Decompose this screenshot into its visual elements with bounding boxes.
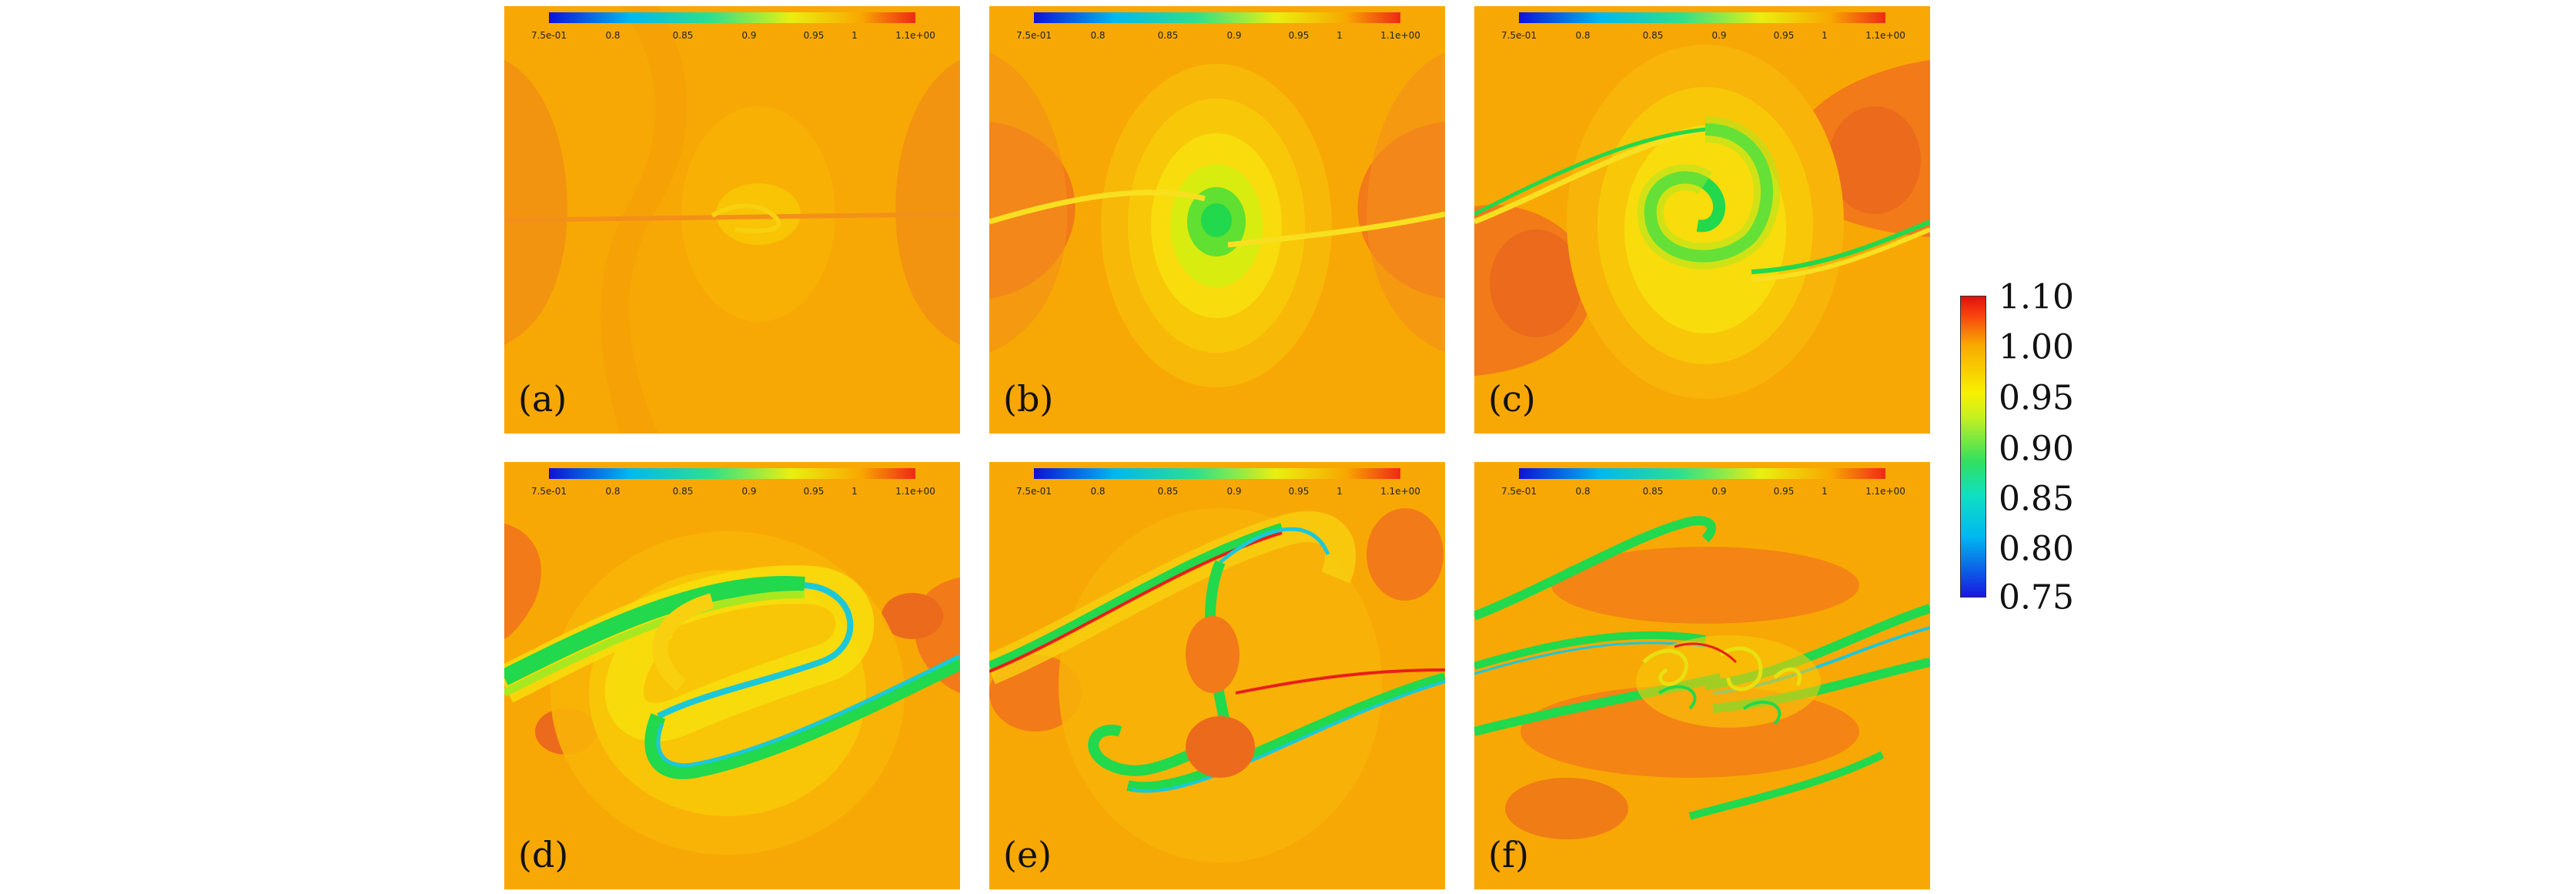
panel-c: 7.5e-01 0.8 0.85 0.9 0.95 1 1.1e+00 (c): [1474, 6, 1930, 434]
tick-label: 0.85: [672, 486, 694, 497]
panel-b: 7.5e-01 0.8 0.85 0.9 0.95 1 1.1e+00 (b): [989, 6, 1445, 434]
tick-label: 7.5e-01: [530, 486, 567, 497]
panel-a: 7.5e-01 0.8 0.85 0.9 0.95 1 1.1e+00 (a): [504, 6, 960, 434]
tick-label: 0.9: [1226, 486, 1242, 497]
tick-label: 1.1e+00: [1865, 486, 1905, 497]
colorbar-tick-label: 0.85: [1999, 479, 2074, 519]
panel-f: 7.5e-01 0.8 0.85 0.9 0.95 1 1.1e+00 (f): [1474, 462, 1930, 889]
panel-d: 7.5e-01 0.8 0.85 0.9 0.95 1 1.1e+00 (d): [504, 462, 960, 889]
tick-label: 0.95: [1773, 486, 1795, 497]
panel-label-d: (d): [518, 834, 569, 876]
density-field-f: [1474, 462, 1930, 889]
tick-label: 0.9: [1711, 30, 1727, 41]
tick-label: 0.95: [803, 486, 825, 497]
tick-label: 1.1e+00: [1380, 30, 1420, 41]
tick-label: 0.9: [741, 486, 757, 497]
panel-colorbar-a: 7.5e-01 0.8 0.85 0.9 0.95 1 1.1e+00: [504, 6, 960, 45]
panel-label-a: (a): [518, 378, 567, 420]
colorbar-tick-label: 0.75: [1999, 578, 2074, 618]
panel-label-c: (c): [1488, 378, 1536, 420]
tick-label: 0.8: [605, 486, 621, 497]
tick-label: 1: [851, 30, 858, 41]
tick-label: 0.95: [1773, 30, 1795, 41]
tick-label: 0.9: [1226, 30, 1242, 41]
panel-colorbar-f: 7.5e-01 0.8 0.85 0.9 0.95 1 1.1e+00: [1474, 462, 1930, 501]
tick-label: 0.95: [803, 30, 825, 41]
density-field-c: [1474, 6, 1930, 434]
tick-label: 0.8: [1575, 486, 1591, 497]
tick-label: 1: [851, 486, 858, 497]
tick-label: 0.8: [1090, 486, 1106, 497]
tick-label: 0.85: [1642, 486, 1664, 497]
panel-e: 7.5e-01 0.8 0.85 0.9 0.95 1 1.1e+00 (e): [989, 462, 1445, 889]
tick-label: 0.85: [1157, 30, 1179, 41]
tick-label: 1: [1337, 486, 1343, 497]
colorbar-tick-label: 0.90: [1999, 429, 2074, 469]
tick-label: 1: [1337, 30, 1343, 41]
tick-label: 0.95: [1288, 30, 1310, 41]
tick-label: 7.5e-01: [1015, 30, 1052, 41]
colorbar: [1960, 296, 1986, 598]
colorbar-tick-label: 1.10: [1999, 277, 2074, 317]
tick-label: 0.8: [1575, 30, 1591, 41]
tick-label: 1.1e+00: [1865, 30, 1905, 41]
density-field-b: [989, 6, 1445, 434]
panel-label-b: (b): [1003, 378, 1054, 420]
tick-label: 1.1e+00: [895, 30, 935, 41]
tick-label: 7.5e-01: [1015, 486, 1052, 497]
tick-label: 1: [1822, 486, 1828, 497]
density-field-e: [989, 462, 1445, 889]
panel-colorbar-d: 7.5e-01 0.8 0.85 0.9 0.95 1 1.1e+00: [504, 462, 960, 501]
colorbar-tick-label: 0.80: [1999, 529, 2074, 569]
tick-label: 0.8: [605, 30, 621, 41]
panel-colorbar-b: 7.5e-01 0.8 0.85 0.9 0.95 1 1.1e+00: [989, 6, 1445, 45]
tick-label: 7.5e-01: [1500, 486, 1537, 497]
panel-colorbar-c: 7.5e-01 0.8 0.85 0.9 0.95 1 1.1e+00: [1474, 6, 1930, 45]
panel-label-f: (f): [1488, 834, 1529, 876]
density-field-a: [504, 6, 960, 434]
colorbar-tick-label: 0.95: [1999, 378, 2074, 418]
tick-label: 0.85: [672, 30, 694, 41]
panel-colorbar-e: 7.5e-01 0.8 0.85 0.9 0.95 1 1.1e+00: [989, 462, 1445, 501]
tick-label: 0.85: [1642, 30, 1664, 41]
tick-label: 0.95: [1288, 486, 1310, 497]
tick-label: 0.8: [1090, 30, 1106, 41]
density-field-d: [504, 462, 960, 889]
tick-label: 0.9: [741, 30, 757, 41]
colorbar-tick-label: 1.00: [1999, 327, 2074, 367]
tick-label: 1.1e+00: [1380, 486, 1420, 497]
tick-label: 0.9: [1711, 486, 1727, 497]
tick-label: 1: [1822, 30, 1828, 41]
tick-label: 7.5e-01: [1500, 30, 1537, 41]
panel-label-e: (e): [1003, 834, 1052, 876]
tick-label: 7.5e-01: [530, 30, 567, 41]
tick-label: 0.85: [1157, 486, 1179, 497]
tick-label: 1.1e+00: [895, 486, 935, 497]
